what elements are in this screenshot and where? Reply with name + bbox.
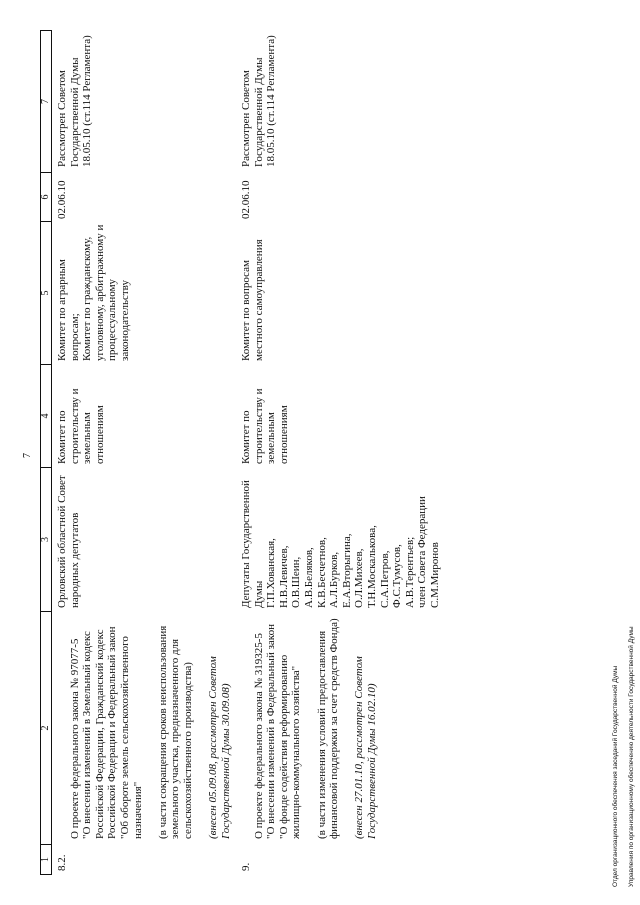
header-col-1: 1 [40, 845, 52, 875]
row-number: 9. [240, 862, 252, 871]
header-col-3: 3 [40, 468, 52, 612]
bill-description: О проекте федерального закона № 319325-5… [240, 613, 391, 839]
bill-introduced: (внесен 05.09.08, рассмотрен Советом Гос… [207, 656, 232, 839]
bill-note: (в части изменения условий предоставлени… [315, 618, 341, 839]
bill-title: О проекте федерального закона № 319325-5… [252, 624, 303, 839]
header-col-6: 6 [40, 173, 52, 222]
header-col-4: 4 [40, 365, 52, 468]
header-col-7: 7 [40, 30, 52, 173]
footer-line-1: Отдел организационного обеспечения засед… [612, 665, 619, 887]
status: Рассмотрен Советом Государственной Думы … [56, 35, 94, 167]
date: 02.06.10 [240, 180, 252, 220]
bill-note: (в части сокращения сроков неиспользован… [156, 625, 194, 839]
co-committees: Комитет по вопросам местного самоуправле… [240, 239, 265, 361]
co-committees: Комитет по аграрным вопросам; Комитет по… [56, 224, 131, 361]
bill-title: О проекте федерального закона № 97077-5 … [68, 626, 144, 839]
status: Рассмотрен Советом Государственной Думы … [240, 35, 278, 167]
header-col-2: 2 [40, 612, 52, 845]
page-number: 7 [22, 453, 33, 458]
bill-description: О проекте федерального закона № 97077-5 … [56, 613, 245, 839]
initiator: Депутаты Государственной Думы Г.П.Хованс… [240, 480, 441, 608]
responsible-committee: Комитет по строительству и земельным отн… [56, 388, 106, 464]
responsible-committee: Комитет по строительству и земельным отн… [240, 388, 290, 464]
date: 02.06.10 [56, 180, 68, 220]
row-number: 8.2. [56, 854, 68, 872]
footer-line-2: Управления по организационному обеспечен… [628, 626, 635, 887]
initiator: Орловский областной Совет народных депут… [56, 475, 81, 608]
footer: Отдел организационного обеспечения засед… [604, 626, 640, 887]
bill-introduced: (внесен 27.01.10, рассмотрен Советом Гос… [353, 656, 378, 839]
header-col-5: 5 [40, 222, 52, 365]
